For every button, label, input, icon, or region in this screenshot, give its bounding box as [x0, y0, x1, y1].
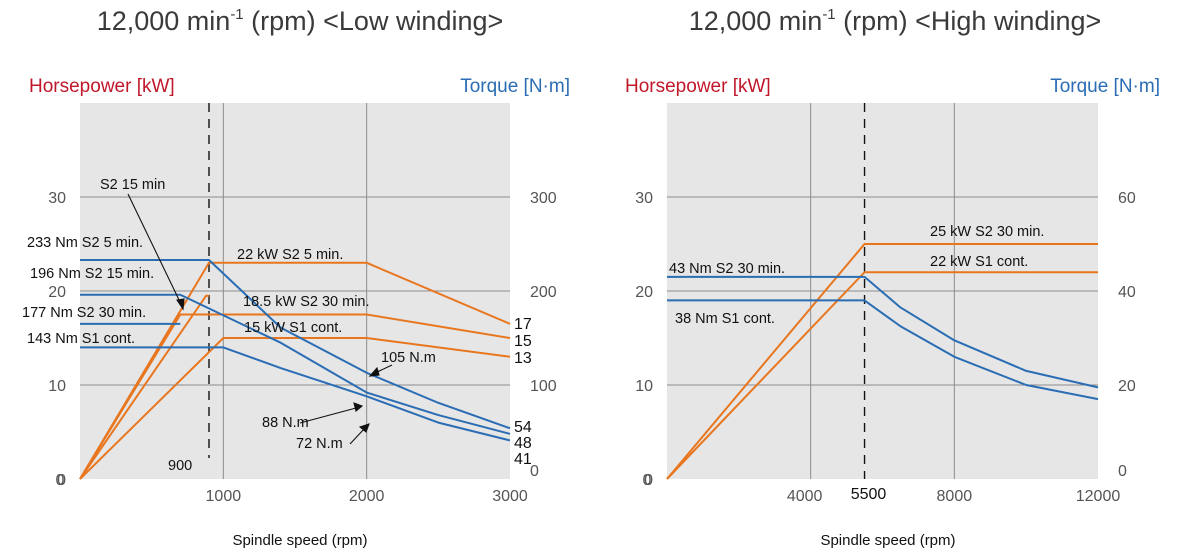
- torque-series-line: [80, 258, 511, 430]
- origin-zero-label: 0: [643, 472, 652, 489]
- torque-label-196: 196 Nm S2 15 min.: [30, 266, 154, 282]
- power-lines: [79, 261, 511, 480]
- power-series-line: [666, 243, 1098, 480]
- low-winding-chart: 12,000 min-1 (rpm) <Low winding> Horsepo…: [22, 6, 570, 549]
- high-winding-chart: 12,000 min-1 (rpm) <High winding> Horsep…: [625, 6, 1160, 549]
- power-series-line: [79, 294, 209, 480]
- y-left-tick-label: 0: [644, 472, 653, 489]
- grid: [80, 103, 510, 479]
- power-label-15kw: 15 kW S1 cont.: [244, 320, 342, 336]
- power-series-line: [666, 271, 1098, 480]
- torque-lines: [667, 275, 1099, 401]
- torque-label-143: 143 Nm S1 cont.: [27, 331, 135, 347]
- y-right-tick-label: 0: [530, 463, 539, 480]
- end-label-15: 15: [514, 333, 532, 350]
- end-label-41: 41: [514, 451, 532, 468]
- torque-series-line: [80, 346, 511, 442]
- callout-88-nm: 88 N.m: [262, 415, 309, 431]
- callout-s2-15-min: S2 15 min: [100, 177, 165, 193]
- x-tick-label: 4000: [787, 488, 823, 505]
- base-speed-label: 5500: [851, 486, 887, 503]
- y-right-tick-label: 0: [1118, 463, 1127, 480]
- y-right-axis-label: Torque [N·m]: [1050, 76, 1160, 97]
- torque-lines: [80, 258, 511, 442]
- chart-title: 12,000 min-1 (rpm) <High winding>: [689, 6, 1102, 36]
- chart-title: 12,000 min-1 (rpm) <Low winding>: [97, 6, 504, 36]
- torque-label-38: 38 Nm S1 cont.: [675, 311, 775, 327]
- torque-label-233: 233 Nm S2 5 min.: [27, 235, 143, 251]
- y-right-tick-label: 60: [1118, 190, 1136, 207]
- y-right-tick-label: 20: [1118, 378, 1136, 395]
- y-left-tick-label: 10: [635, 378, 653, 395]
- x-axis-title: Spindle speed (rpm): [232, 532, 367, 549]
- y-right-tick-label: 40: [1118, 284, 1136, 301]
- power-label-22kw: 22 kW S2 5 min.: [237, 247, 343, 263]
- end-label-48: 48: [514, 435, 532, 452]
- power-lines: [666, 243, 1098, 480]
- callout-105-nm: 105 N.m: [381, 350, 436, 366]
- y-left-axis-label: Horsepower [kW]: [29, 76, 175, 97]
- x-tick-label: 12000: [1076, 488, 1121, 505]
- origin-zero-label: 0: [56, 472, 65, 489]
- y-left-tick-label: 20: [635, 284, 653, 301]
- power-label-22kw: 22 kW S1 cont.: [930, 254, 1028, 270]
- torque-series-line: [80, 293, 511, 435]
- y-right-tick-label: 200: [530, 284, 557, 301]
- y-left-tick-label: 20: [48, 284, 66, 301]
- y-left-tick-label: 30: [48, 190, 66, 207]
- x-axis-title: Spindle speed (rpm): [820, 532, 955, 549]
- torque-label-177: 177 Nm S2 30 min.: [22, 305, 146, 321]
- end-label-13: 13: [514, 350, 532, 367]
- base-speed-label: 900: [168, 458, 192, 474]
- power-label-18-5kw: 18.5 kW S2 30 min.: [243, 294, 370, 310]
- x-tick-label: 3000: [492, 488, 528, 505]
- y-right-tick-label: 100: [530, 378, 557, 395]
- x-tick-label: 8000: [937, 488, 973, 505]
- torque-series-line: [667, 275, 1099, 389]
- callout-72-nm: 72 N.m: [296, 436, 343, 452]
- y-right-tick-label: 300: [530, 190, 557, 207]
- power-series-line: [79, 337, 511, 480]
- x-tick-label: 1000: [206, 488, 242, 505]
- power-label-25kw: 25 kW S2 30 min.: [930, 224, 1044, 240]
- power-series-line: [79, 261, 511, 480]
- torque-label-43: 43 Nm S2 30 min.: [669, 261, 785, 277]
- y-left-tick-label: 0: [57, 472, 66, 489]
- callout-arrows: [127, 193, 393, 445]
- torque-series-line: [667, 299, 1099, 401]
- end-label-54: 54: [514, 419, 532, 436]
- y-left-tick-label: 10: [48, 378, 66, 395]
- power-series-line: [79, 313, 511, 480]
- y-right-axis-label: Torque [N·m]: [460, 76, 570, 97]
- x-tick-label: 2000: [349, 488, 385, 505]
- y-left-tick-label: 30: [635, 190, 653, 207]
- y-left-axis-label: Horsepower [kW]: [625, 76, 771, 97]
- end-label-17: 17: [514, 316, 532, 333]
